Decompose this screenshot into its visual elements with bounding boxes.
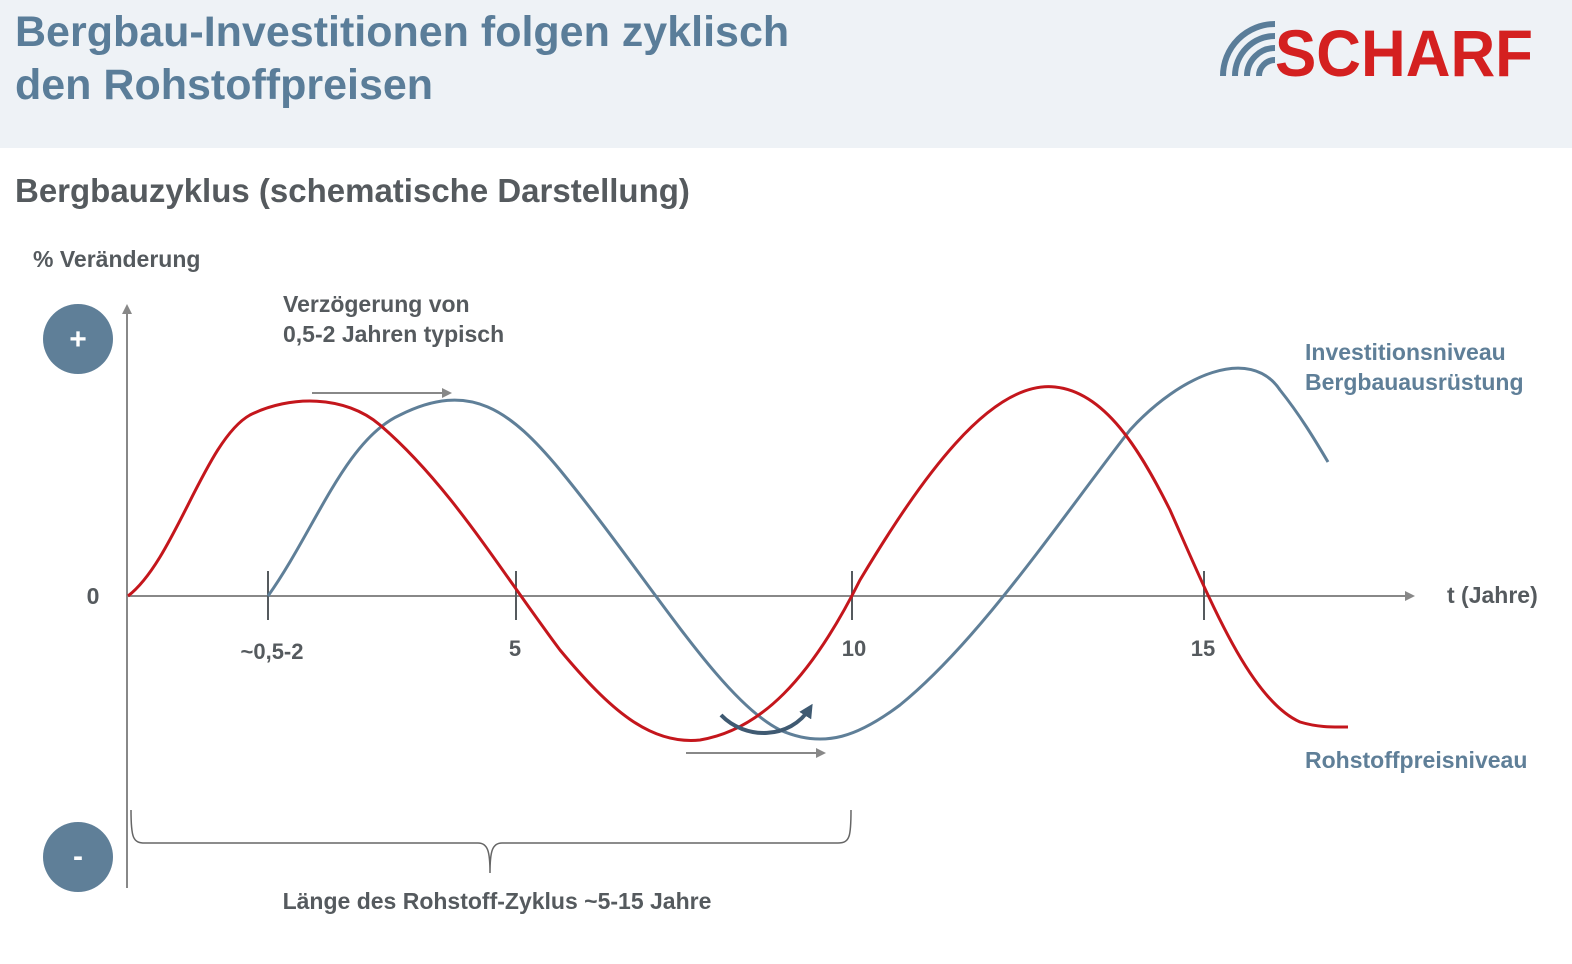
minus-label: - xyxy=(73,840,83,873)
title-line-2: den Rohstoffpreisen xyxy=(15,61,434,109)
chart-subtitle: Bergbauzyklus (schematische Darstellung) xyxy=(15,172,690,209)
cycle-brace xyxy=(130,809,852,874)
zero-label: 0 xyxy=(87,583,100,609)
delay-note-line-1: Verzögerung von xyxy=(283,291,470,317)
plus-label: + xyxy=(69,323,87,356)
tick-label-delay: ~0,5-2 xyxy=(241,639,304,664)
tick-label-10: 10 xyxy=(842,636,866,661)
x-axis-label: t (Jahre) xyxy=(1447,582,1538,608)
legend-price: Rohstoffpreisniveau xyxy=(1305,747,1527,773)
plus-circle xyxy=(43,304,113,374)
title-line-1: Bergbau-Investitionen folgen zyklisch xyxy=(15,8,790,56)
series-price-curve xyxy=(127,385,1349,742)
legend-investment-line-1: Investitionsniveau xyxy=(1305,339,1506,365)
turnaround-arrow xyxy=(719,703,813,735)
series-investment-curve xyxy=(266,366,1330,741)
y-axis-label: % Veränderung xyxy=(33,246,200,272)
logo-arcs-icon xyxy=(1220,21,1276,77)
tick-label-5: 5 xyxy=(509,636,521,661)
delay-note-line-2: 0,5-2 Jahren typisch xyxy=(283,321,504,347)
scharf-logo: SCHARF xyxy=(1220,16,1533,84)
legend-investment-line-2: Bergbauausrüstung xyxy=(1305,369,1524,395)
header-bar: Bergbau-Investitionen folgen zyklisch de… xyxy=(0,0,1572,148)
logo-text: SCHARF xyxy=(1275,16,1533,84)
page-title: Bergbau-Investitionen folgen zyklisch de… xyxy=(15,6,789,112)
minus-circle xyxy=(43,822,113,892)
cycle-length-label: Länge des Rohstoff-Zyklus ~5-15 Jahre xyxy=(283,888,712,914)
tick-label-15: 15 xyxy=(1191,636,1215,661)
